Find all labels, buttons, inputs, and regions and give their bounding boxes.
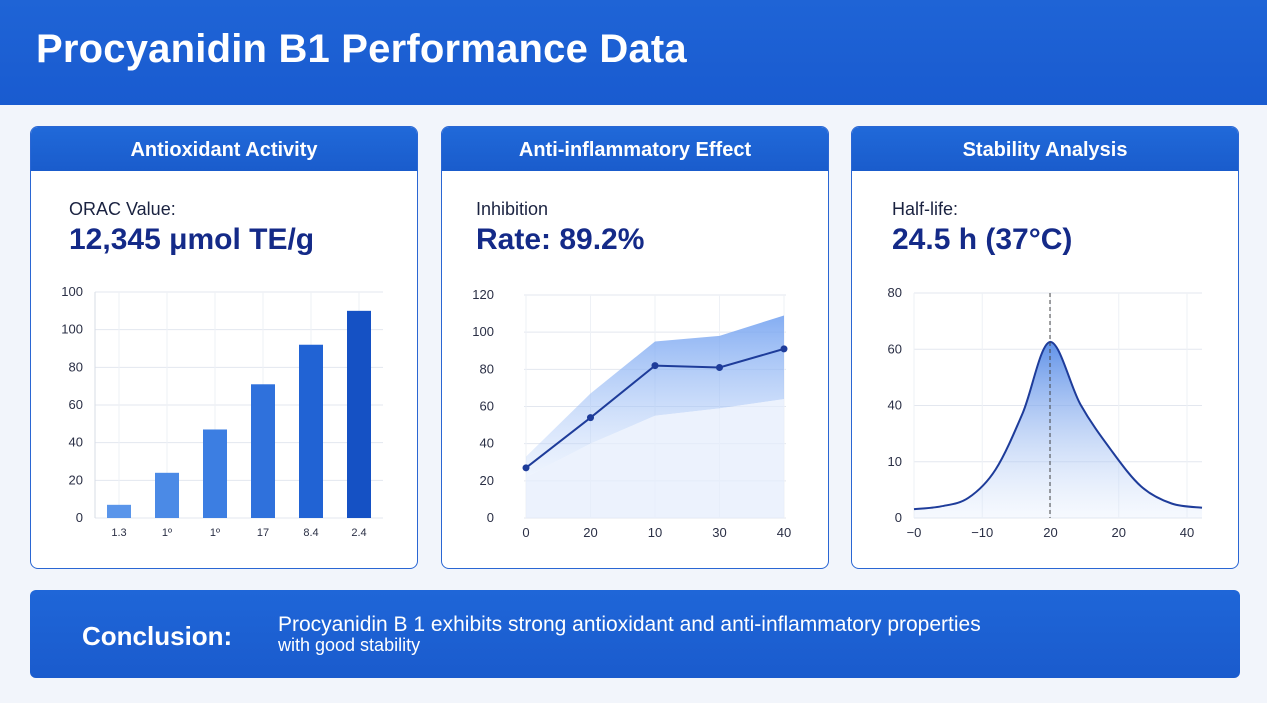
metric-value: 24.5 h (37°C) (892, 223, 1073, 256)
x-tick-label: 10 (648, 525, 662, 540)
x-tick-label: 20 (1112, 525, 1126, 540)
x-tick-label: 20 (1043, 525, 1057, 540)
conclusion-line-1: Procyanidin B 1 exhibits strong antioxid… (278, 613, 981, 636)
x-tick-label: −0 (907, 525, 922, 540)
metric-label: Inhibition (476, 199, 549, 219)
y-tick-label: 100 (472, 324, 494, 339)
x-tick-label: 20 (583, 525, 597, 540)
x-tick-label: 8.4 (303, 527, 318, 539)
y-tick-label: 100 (61, 322, 83, 337)
bar (251, 384, 275, 518)
y-tick-label: 60 (888, 341, 902, 356)
data-point (780, 345, 788, 353)
y-tick-label: 80 (888, 285, 902, 300)
confidence-band (526, 315, 784, 478)
card-antioxidant: Antioxidant Activity ORAC Value: 12,345 … (30, 126, 418, 569)
y-tick-label: 100 (61, 284, 83, 299)
y-tick-label: 20 (480, 473, 494, 488)
metric-value: Rate: 89.2% (476, 223, 645, 256)
metric-label: ORAC Value: (69, 199, 176, 219)
x-tick-label: 2.4 (351, 527, 366, 539)
data-point (716, 363, 723, 371)
y-tick-label: 80 (69, 359, 83, 374)
bar-chart: 0 20 40 60 80 100 100 1.3 1º 1º 17 8.4 2.4 (61, 284, 383, 539)
card-anti-inflammatory: Anti-inflammatory Effect Inhibition Rate… (441, 126, 829, 569)
conclusion-label: Conclusion: (82, 621, 233, 651)
card-heading: Anti-inflammatory Effect (442, 127, 828, 171)
x-tick-label: 0 (522, 525, 529, 540)
area-fill (526, 399, 784, 518)
bar (299, 344, 323, 518)
line-chart: 0 20 40 60 80 100 120 0 20 10 30 40 (472, 287, 791, 540)
y-tick-label: 40 (69, 435, 83, 450)
y-tick-label: 60 (69, 397, 83, 412)
metric-value: 12,345 μmol TE/g (69, 223, 315, 256)
y-tick-label: 0 (895, 510, 902, 525)
data-point (587, 414, 594, 422)
x-tick-label: 1.3 (111, 527, 126, 539)
area-chart: 0 10 40 60 80 −0 −10 20 20 40 (888, 285, 1203, 540)
bar (107, 504, 131, 518)
area-fill (914, 341, 1202, 518)
x-tick-label: 40 (1180, 525, 1194, 540)
card-stability: Stability Analysis Half-life: 24.5 h (37… (851, 126, 1239, 569)
x-tick-label: −10 (971, 525, 993, 540)
y-tick-label: 120 (472, 287, 494, 302)
y-tick-label: 40 (888, 398, 902, 413)
bar (155, 472, 179, 518)
x-tick-label: 40 (777, 525, 791, 540)
x-tick-label: 17 (257, 527, 269, 539)
x-tick-label: 1º (210, 527, 220, 539)
conclusion-banner: Conclusion: Procyanidin B 1 exhibits str… (30, 590, 1240, 678)
metric-label: Half-life: (892, 199, 959, 219)
y-tick-label: 20 (69, 472, 83, 487)
header-bar: Procyanidin B1 Performance Data (0, 0, 1267, 105)
bar (347, 310, 371, 518)
conclusion-text: Procyanidin B 1 exhibits strong antioxid… (278, 614, 1198, 656)
y-tick-label: 40 (480, 436, 494, 451)
x-tick-label: 30 (712, 525, 726, 540)
data-point (651, 362, 659, 370)
conclusion-line-2: with good stability (278, 635, 421, 655)
page-title: Procyanidin B1 Performance Data (36, 27, 687, 71)
y-tick-label: 0 (487, 510, 494, 525)
y-tick-label: 80 (480, 361, 494, 376)
bar (203, 429, 227, 518)
y-tick-label: 10 (888, 454, 902, 469)
y-tick-label: 60 (480, 399, 494, 414)
x-tick-label: 1º (162, 527, 172, 539)
y-tick-label: 0 (76, 510, 83, 525)
data-point (522, 464, 530, 472)
card-heading: Antioxidant Activity (31, 127, 417, 171)
card-heading: Stability Analysis (852, 127, 1238, 171)
